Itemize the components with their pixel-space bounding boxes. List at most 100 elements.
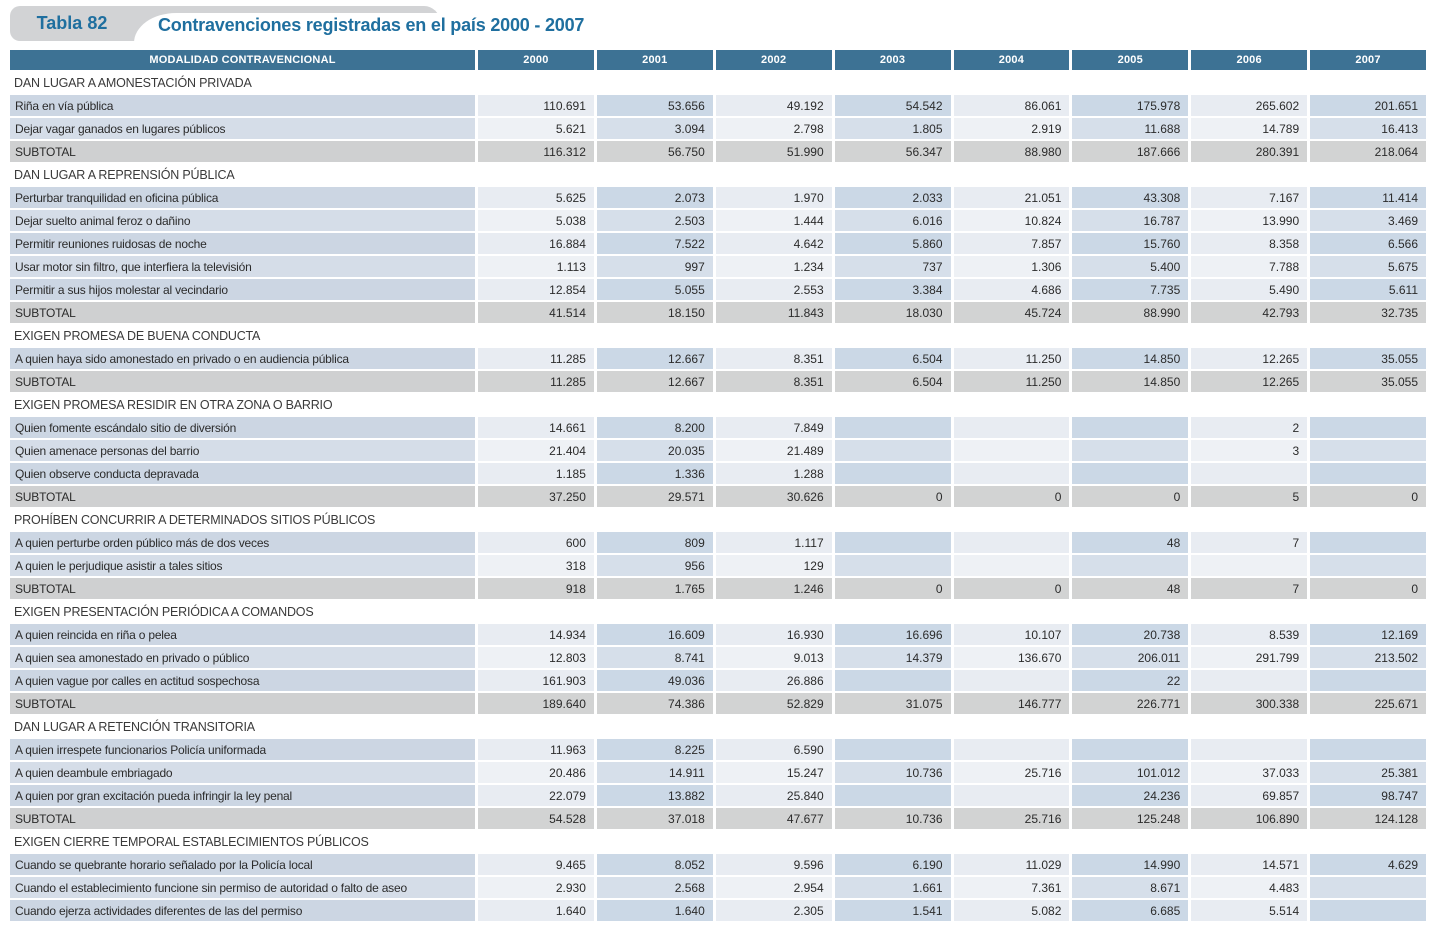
- row-label: A quien le perjudique asistir a tales si…: [10, 555, 475, 576]
- value-cell: 12.667: [596, 348, 713, 369]
- value-cell: 124.128: [1310, 808, 1426, 829]
- value-cell: 300.338: [1191, 693, 1308, 714]
- value-cell: 12.667: [596, 371, 713, 392]
- value-cell: [1191, 463, 1308, 484]
- value-cell: 1.288: [715, 463, 832, 484]
- subtotal-row: SUBTOTAL 41.514 18.150 11.843 18.030 45.724 88…: [10, 302, 1426, 323]
- value-cell: 809: [596, 532, 713, 553]
- value-cell: 15.760: [1072, 233, 1189, 254]
- value-cell: 5.082: [953, 900, 1070, 921]
- table-row: A quien perturbe orden público más de do…: [10, 532, 1426, 553]
- column-header-year: 2007: [1310, 50, 1426, 70]
- value-cell: 12.169: [1310, 624, 1426, 645]
- table-row: A quien reincida en riña o pelea 14.934 16…: [10, 624, 1426, 645]
- value-cell: 11.285: [478, 371, 594, 392]
- value-cell: 8.671: [1072, 877, 1189, 898]
- value-cell: 16.609: [596, 624, 713, 645]
- value-cell: 8.358: [1191, 233, 1308, 254]
- value-cell: 5.611: [1310, 279, 1426, 300]
- value-cell: 161.903: [478, 670, 594, 691]
- value-cell: 1.117: [715, 532, 832, 553]
- value-cell: 187.666: [1072, 141, 1189, 162]
- value-cell: 14.789: [1191, 118, 1308, 139]
- value-cell: 1.234: [715, 256, 832, 277]
- subtotal-row: SUBTOTAL 116.312 56.750 51.990 56.347 88.980 1…: [10, 141, 1426, 162]
- value-cell: 56.347: [834, 141, 951, 162]
- value-cell: 1.970: [715, 187, 832, 208]
- value-cell: 4.686: [953, 279, 1070, 300]
- value-cell: 7.361: [953, 877, 1070, 898]
- column-header-year: 2000: [478, 50, 594, 70]
- section-header: DAN LUGAR A AMONESTACIÓN PRIVADA: [10, 72, 1426, 93]
- section-header: DAN LUGAR A RETENCIÓN TRANSITORIA: [10, 716, 1426, 737]
- column-header-year: 2005: [1072, 50, 1189, 70]
- value-cell: 3.384: [834, 279, 951, 300]
- value-cell: 26.886: [715, 670, 832, 691]
- value-cell: 29.571: [596, 486, 713, 507]
- value-cell: 16.884: [478, 233, 594, 254]
- row-label: A quien perturbe orden público más de do…: [10, 532, 475, 553]
- value-cell: [834, 555, 951, 576]
- value-cell: 280.391: [1191, 141, 1308, 162]
- table-row: Dejar suelto animal feroz o dañino 5.038 2…: [10, 210, 1426, 231]
- section-row: EXIGEN CIERRE TEMPORAL ESTABLECIMIENTOS …: [10, 831, 1426, 852]
- value-cell: 11.414: [1310, 187, 1426, 208]
- value-cell: 56.750: [596, 141, 713, 162]
- value-cell: 1.306: [953, 256, 1070, 277]
- value-cell: 265.602: [1191, 95, 1308, 116]
- value-cell: 14.911: [596, 762, 713, 783]
- value-cell: 86.061: [953, 95, 1070, 116]
- row-label: Riña en vía pública: [10, 95, 475, 116]
- table-row: Usar motor sin filtro, que interfiera la…: [10, 256, 1426, 277]
- table-row: Cuando ejerza actividades diferentes de …: [10, 900, 1426, 921]
- value-cell: 48: [1072, 532, 1189, 553]
- value-cell: 7.167: [1191, 187, 1308, 208]
- value-cell: 11.688: [1072, 118, 1189, 139]
- value-cell: 600: [478, 532, 594, 553]
- value-cell: 918: [478, 578, 594, 599]
- value-cell: 24.236: [1072, 785, 1189, 806]
- column-header-year: 2002: [715, 50, 832, 70]
- contraventions-table: MODALIDAD CONTRAVENCIONAL 2000 2001 2002 200…: [7, 48, 1429, 923]
- column-header-year: 2004: [953, 50, 1070, 70]
- table-row: Quien amenace personas del barrio 21.404 2…: [10, 440, 1426, 461]
- value-cell: 101.012: [1072, 762, 1189, 783]
- value-cell: [1191, 739, 1308, 760]
- value-cell: 51.990: [715, 141, 832, 162]
- value-cell: 15.247: [715, 762, 832, 783]
- value-cell: [1072, 739, 1189, 760]
- value-cell: 5.490: [1191, 279, 1308, 300]
- section-row: DAN LUGAR A REPRENSIÓN PÚBLICA: [10, 164, 1426, 185]
- value-cell: 12.265: [1191, 371, 1308, 392]
- value-cell: 3.469: [1310, 210, 1426, 231]
- value-cell: [1310, 532, 1426, 553]
- table-row: A quien irrespete funcionarios Policía u…: [10, 739, 1426, 760]
- value-cell: [953, 555, 1070, 576]
- value-cell: 3.094: [596, 118, 713, 139]
- value-cell: 8.351: [715, 371, 832, 392]
- value-cell: 48: [1072, 578, 1189, 599]
- subtotal-label: SUBTOTAL: [10, 486, 475, 507]
- subtotal-label: SUBTOTAL: [10, 578, 475, 599]
- value-cell: 14.990: [1072, 854, 1189, 875]
- value-cell: 213.502: [1310, 647, 1426, 668]
- value-cell: 3: [1191, 440, 1308, 461]
- value-cell: 110.691: [478, 95, 594, 116]
- value-cell: 5.400: [1072, 256, 1189, 277]
- value-cell: 18.150: [596, 302, 713, 323]
- value-cell: 8.200: [596, 417, 713, 438]
- value-cell: [1310, 900, 1426, 921]
- value-cell: 52.829: [715, 693, 832, 714]
- value-cell: 106.890: [1191, 808, 1308, 829]
- value-cell: 11.285: [478, 348, 594, 369]
- table-number-badge: Tabla 82: [36, 13, 108, 33]
- value-cell: 2.553: [715, 279, 832, 300]
- value-cell: 225.671: [1310, 693, 1426, 714]
- value-cell: 11.250: [953, 348, 1070, 369]
- value-cell: [834, 532, 951, 553]
- row-label: Cuando se quebrante horario señalado por…: [10, 854, 475, 875]
- table-row: Riña en vía pública 110.691 53.656 49.192 54…: [10, 95, 1426, 116]
- column-header-year: 2006: [1191, 50, 1308, 70]
- value-cell: 22.079: [478, 785, 594, 806]
- banner-notch-decoration: [134, 13, 442, 47]
